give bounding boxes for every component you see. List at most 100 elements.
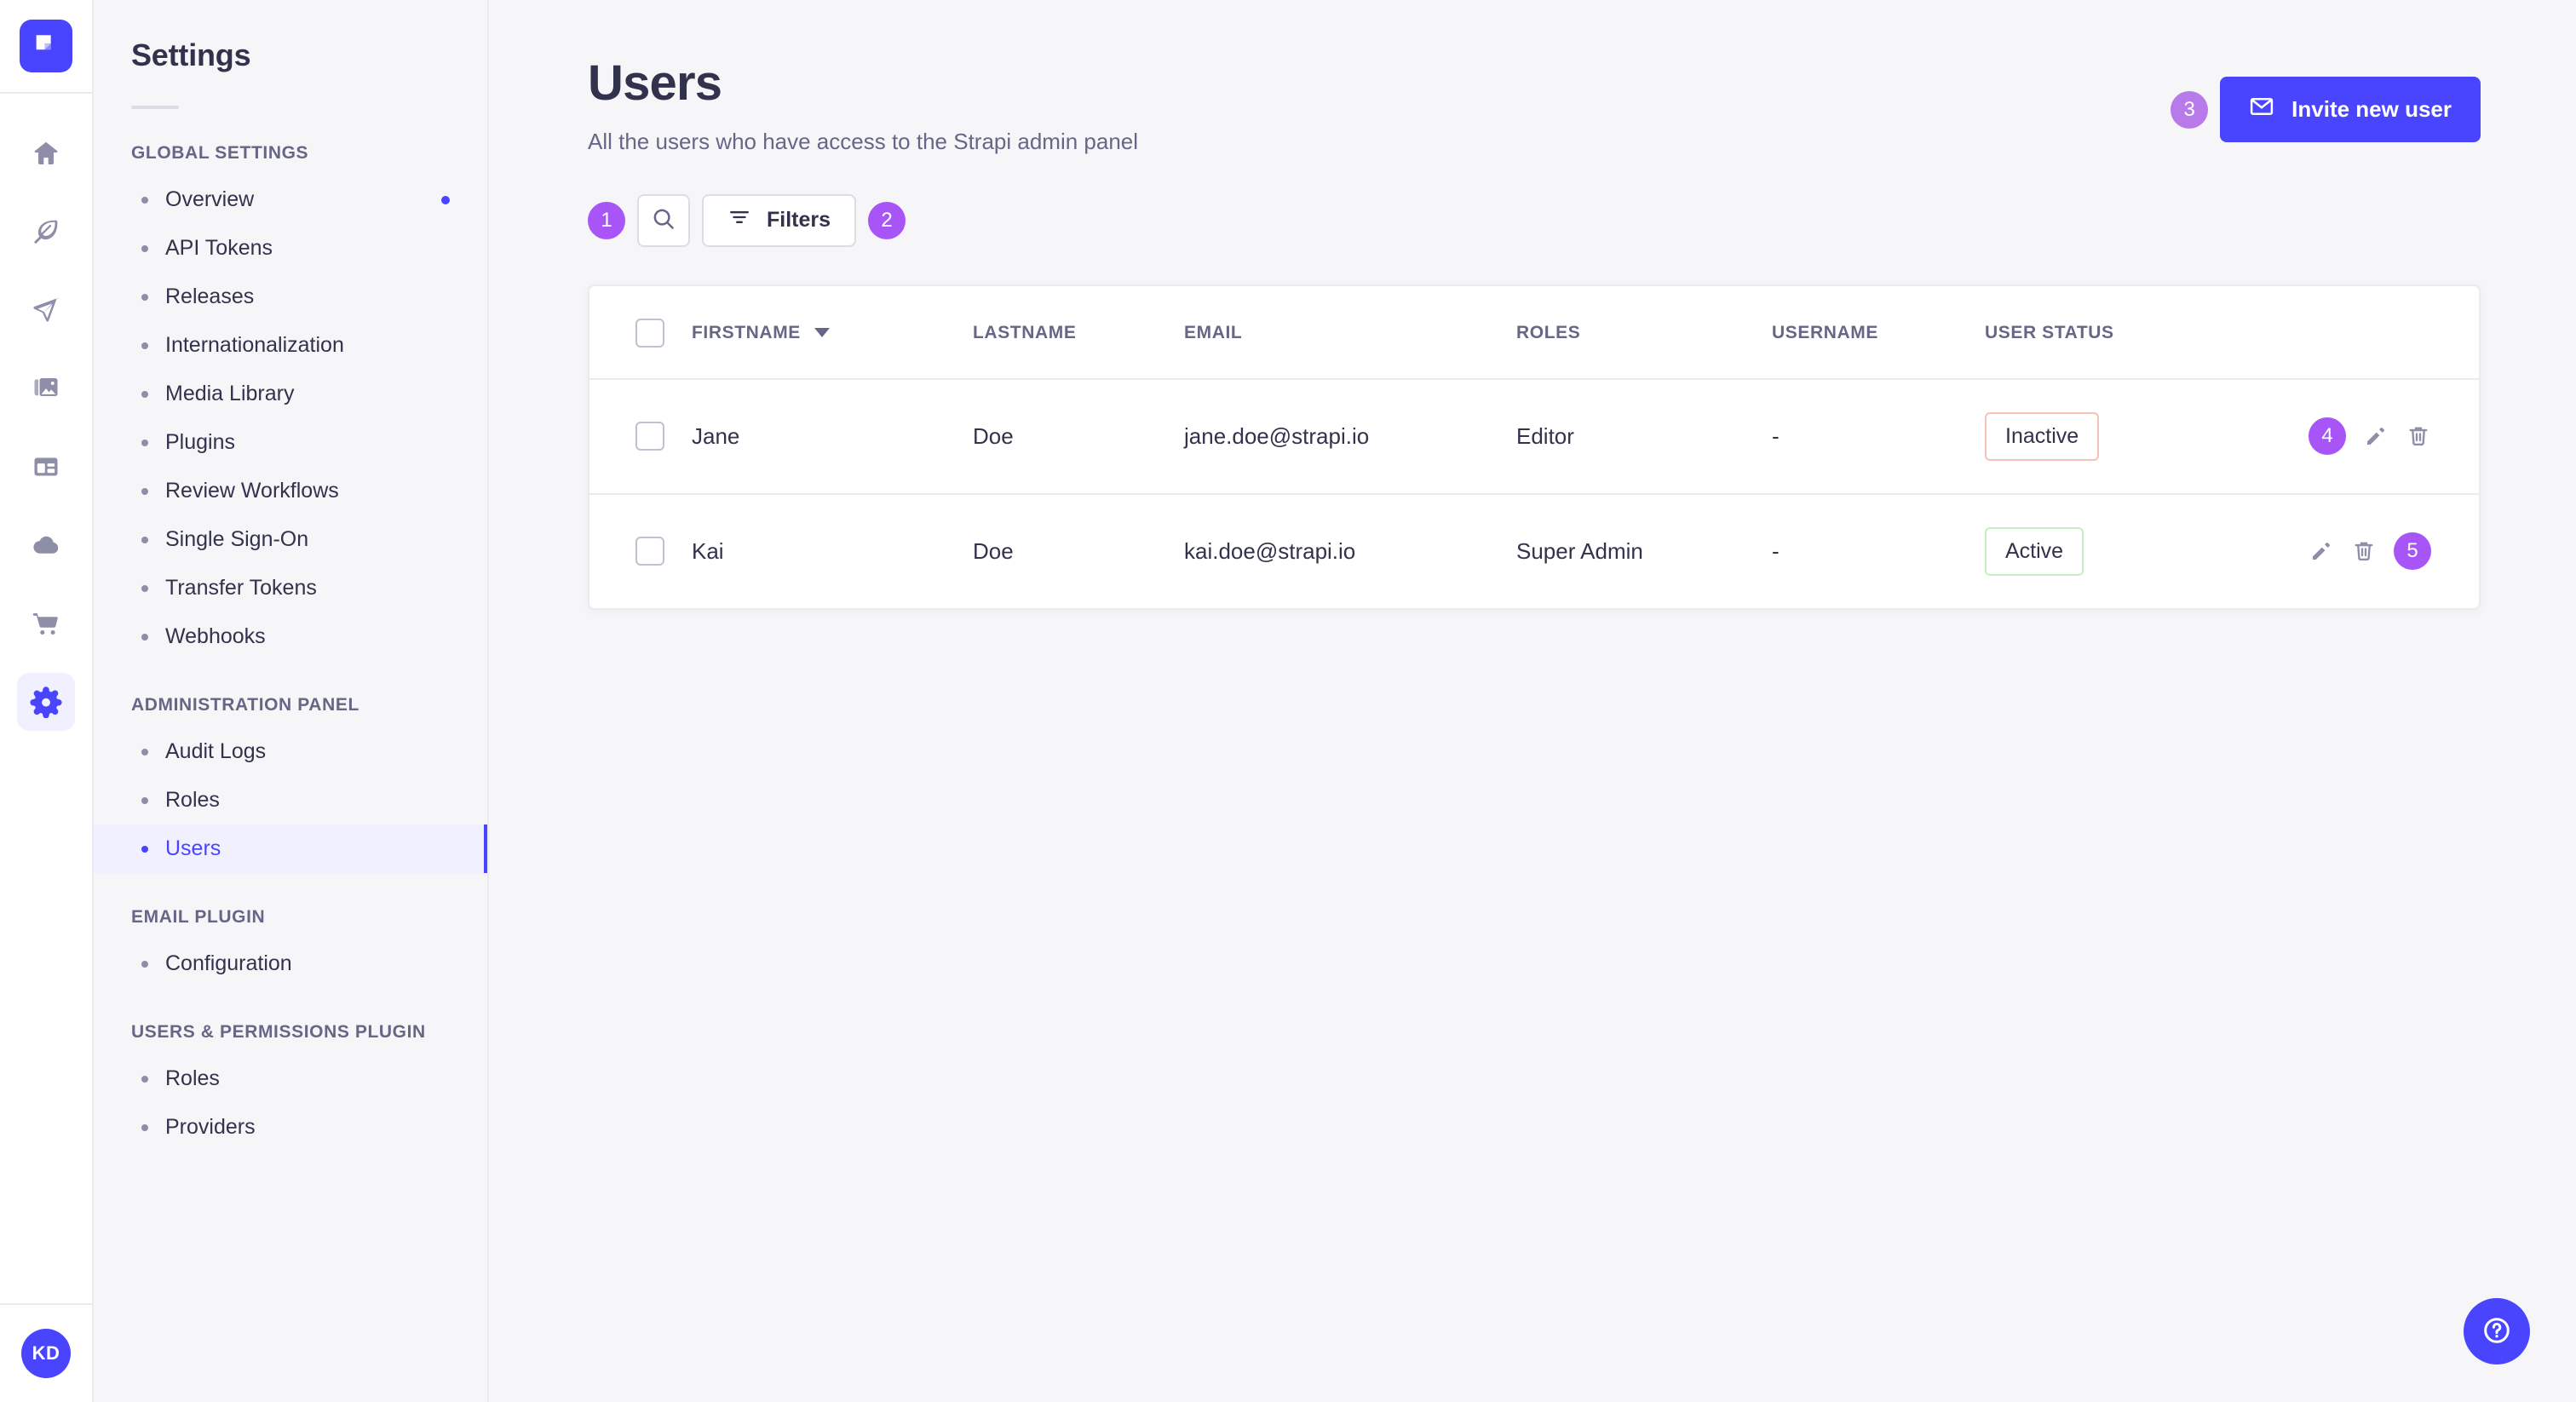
header-actions: [2240, 285, 2479, 380]
header-username[interactable]: USERNAME: [1772, 285, 1985, 380]
cell-user-status: Active: [1985, 494, 2240, 608]
nav-section-title: EMAIL PLUGIN: [131, 907, 266, 927]
sidebar-item-roles[interactable]: Roles: [94, 1054, 487, 1103]
cell-username: -: [1772, 537, 1780, 564]
sidebar-item-configuration[interactable]: Configuration: [94, 939, 487, 988]
edit-icon[interactable]: [2309, 538, 2334, 564]
rail-item-content-type-builder[interactable]: [17, 438, 75, 496]
sidebar-item-label: API Tokens: [165, 236, 273, 260]
nav-section-title: GLOBAL SETTINGS: [131, 143, 309, 163]
cell-roles: Super Admin: [1516, 537, 1643, 564]
settings-title: Settings: [131, 37, 251, 72]
sidebar-item-internationalization[interactable]: Internationalization: [94, 321, 487, 370]
sidebar-item-plugins[interactable]: Plugins: [94, 418, 487, 467]
rail-item-settings[interactable]: [17, 673, 75, 731]
sidebar-item-audit-logs[interactable]: Audit Logs: [94, 727, 487, 776]
strapi-logo[interactable]: [20, 20, 72, 72]
bullet-icon: [141, 584, 148, 592]
users-table-card: FIRSTNAME LASTNAME EMAIL ROLES USERNAME …: [588, 284, 2481, 610]
sidebar-item-providers[interactable]: Providers: [94, 1103, 487, 1152]
nav-list: Audit Logs Roles Users: [94, 727, 487, 873]
sidebar-item-roles[interactable]: Roles: [94, 776, 487, 825]
sort-descending-icon[interactable]: [814, 328, 830, 338]
sidebar-item-transfer-tokens[interactable]: Transfer Tokens: [94, 564, 487, 612]
sidebar-item-media-library[interactable]: Media Library: [94, 370, 487, 418]
sidebar-item-single-sign-on[interactable]: Single Sign-On: [94, 515, 487, 564]
rail-bottom: KD: [0, 1303, 92, 1402]
bullet-icon: [141, 390, 148, 398]
sidebar-item-label: Internationalization: [165, 333, 344, 357]
cell-row-actions: 5: [2240, 494, 2479, 608]
bullet-icon: [141, 748, 148, 756]
bullet-icon: [141, 487, 148, 495]
bullet-icon: [141, 1075, 148, 1083]
settings-nav-sections: GLOBAL SETTINGS Overview API Tokens Release…: [94, 143, 487, 1152]
settings-sidebar: Settings GLOBAL SETTINGS Overview API Toke…: [94, 0, 489, 1402]
cloud-icon: [31, 530, 61, 560]
sidebar-item-releases[interactable]: Releases: [94, 273, 487, 321]
annotation-marker-1: 1: [588, 201, 625, 239]
users-table-body: Jane Doe jane.doe@strapi.io Editor - Inactive…: [589, 378, 2479, 608]
cell-email: kai.doe@strapi.io: [1184, 537, 1356, 564]
rail-item-home[interactable]: [17, 124, 75, 182]
bullet-icon: [141, 536, 148, 543]
cell-email: jane.doe@strapi.io: [1184, 378, 1516, 495]
rail-item-content-manager[interactable]: [17, 203, 75, 261]
header-lastname[interactable]: LASTNAME: [973, 285, 1184, 380]
header-user-status[interactable]: USER STATUS: [1985, 285, 2240, 380]
rail-item-marketplace-plane[interactable]: [17, 281, 75, 339]
rail-item-marketplace-cart[interactable]: [17, 595, 75, 652]
row-select-cell: [589, 494, 692, 608]
main-content: Users All the users who have access to t…: [489, 0, 2576, 1402]
home-icon: [31, 138, 61, 169]
row-checkbox[interactable]: [635, 422, 664, 451]
cell-user-status: Inactive: [1985, 378, 2240, 495]
bullet-icon: [141, 196, 148, 204]
table-header-row: FIRSTNAME LASTNAME EMAIL ROLES USERNAME …: [589, 285, 2479, 380]
select-all-checkbox[interactable]: [635, 318, 664, 348]
sidebar-item-api-tokens[interactable]: API Tokens: [94, 224, 487, 273]
rail-item-cloud[interactable]: [17, 516, 75, 574]
cell-username: -: [1772, 378, 1985, 495]
delete-trash-icon[interactable]: [2351, 538, 2377, 564]
invite-new-user-button[interactable]: Invite new user: [2220, 77, 2481, 142]
sidebar-item-label: Single Sign-On: [165, 527, 309, 551]
page-subtitle: All the users who have access to the Str…: [588, 128, 1139, 154]
cell-firstname: Kai: [692, 537, 724, 564]
header-firstname[interactable]: FIRSTNAME: [692, 285, 973, 380]
users-table: FIRSTNAME LASTNAME EMAIL ROLES USERNAME …: [589, 285, 2479, 608]
notification-dot-icon: [441, 195, 450, 204]
header-roles[interactable]: ROLES: [1516, 285, 1772, 380]
table-row[interactable]: Jane Doe jane.doe@strapi.io Editor - Inactive…: [589, 378, 2479, 495]
sidebar-item-overview[interactable]: Overview: [94, 175, 487, 224]
rail-item-media-library[interactable]: [17, 359, 75, 417]
annotation-marker-4: 4: [2309, 417, 2346, 456]
help-button[interactable]: [2464, 1298, 2530, 1365]
table-row[interactable]: Kai Doe kai.doe@strapi.io Super Admin - Activ…: [589, 494, 2479, 608]
status-badge: Inactive: [1985, 411, 2100, 461]
sidebar-item-label: Overview: [165, 187, 255, 211]
search-button[interactable]: [637, 193, 690, 247]
filters-label: Filters: [767, 208, 831, 233]
row-actions: 4: [2240, 417, 2479, 456]
nav-list: Roles Providers: [94, 1054, 487, 1152]
sidebar-item-review-workflows[interactable]: Review Workflows: [94, 467, 487, 515]
sidebar-item-label: Releases: [165, 284, 255, 308]
marketplace-cart-icon: [31, 608, 61, 639]
sidebar-item-label: Transfer Tokens: [165, 576, 317, 600]
users-table-head: FIRSTNAME LASTNAME EMAIL ROLES USERNAME …: [589, 285, 2479, 380]
bullet-icon: [141, 796, 148, 804]
sidebar-item-webhooks[interactable]: Webhooks: [94, 612, 487, 661]
edit-icon[interactable]: [2363, 423, 2389, 449]
primary-icon-rail: KD: [0, 0, 94, 1402]
header-email[interactable]: EMAIL: [1184, 285, 1516, 380]
bullet-icon: [141, 960, 148, 968]
filters-button[interactable]: Filters: [702, 193, 857, 247]
avatar[interactable]: KD: [21, 1329, 71, 1378]
nav-list: Configuration: [94, 939, 487, 988]
sidebar-item-users[interactable]: Users: [94, 825, 487, 873]
row-checkbox[interactable]: [635, 537, 664, 566]
delete-trash-icon[interactable]: [2406, 423, 2431, 449]
sidebar-item-label: Roles: [165, 1066, 220, 1090]
